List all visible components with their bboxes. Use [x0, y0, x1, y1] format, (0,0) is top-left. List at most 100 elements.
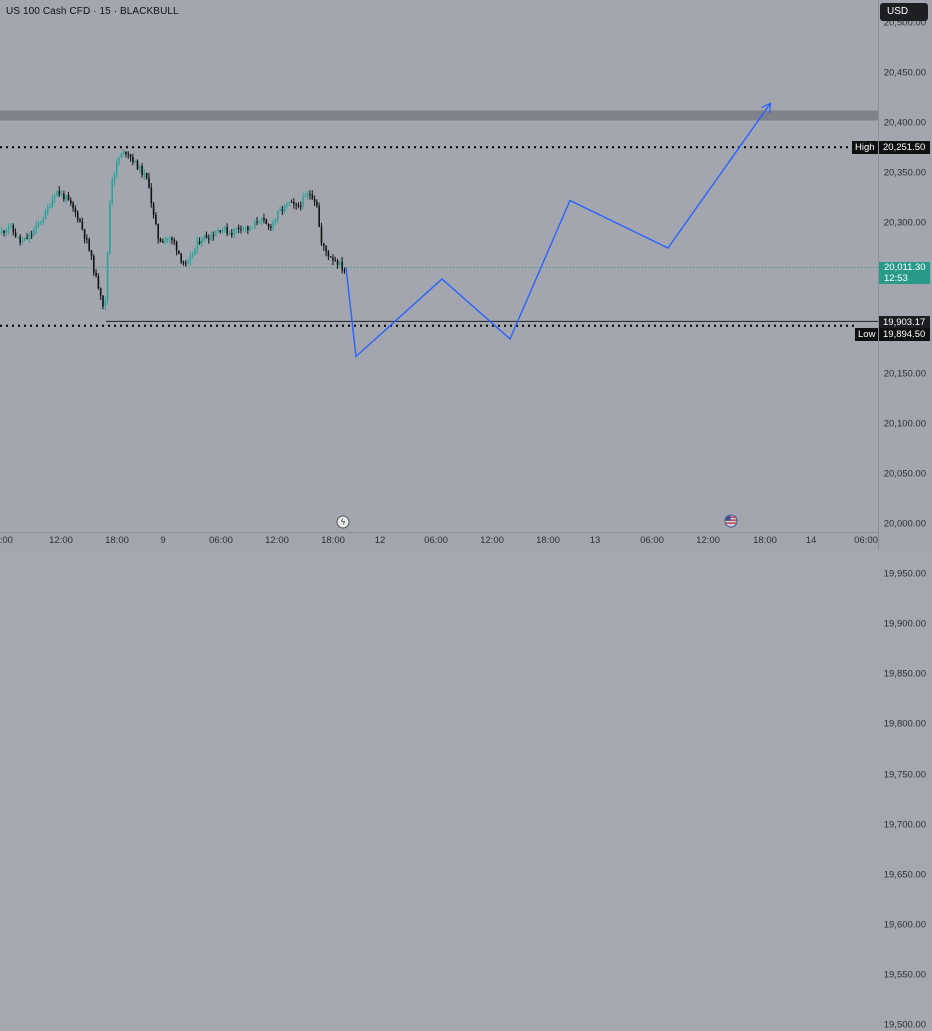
time-axis-label: 12:00 — [265, 535, 289, 546]
time-axis[interactable] — [0, 532, 878, 550]
price-axis-label: 20,100.00 — [883, 418, 926, 430]
candle-body — [42, 218, 44, 222]
candle-body — [208, 238, 210, 240]
candle-body — [47, 207, 49, 211]
candle-body — [159, 239, 162, 242]
candle-body — [224, 227, 226, 230]
candle-body — [3, 231, 5, 233]
candle-body — [212, 235, 215, 237]
us-flag-icon[interactable] — [724, 514, 738, 528]
candle-body — [93, 256, 95, 273]
candle-body — [219, 230, 222, 232]
candle-body — [143, 172, 146, 175]
candle-body — [178, 250, 180, 254]
candle-body — [7, 226, 10, 230]
candle-body — [5, 229, 8, 233]
flash-icon[interactable]: ϟ — [336, 515, 350, 529]
candle-body — [12, 225, 15, 233]
candle-body — [1, 231, 3, 233]
candle-body — [221, 229, 224, 232]
candle-body — [175, 241, 178, 251]
candle-body — [173, 240, 176, 242]
chart-plot[interactable] — [0, 0, 878, 532]
candle-body — [118, 157, 120, 162]
candle-body — [65, 195, 67, 200]
candle-body — [318, 206, 320, 227]
candle-body — [141, 165, 143, 175]
candle-body — [231, 233, 233, 235]
candle-body — [189, 255, 192, 262]
candle-body — [191, 254, 194, 256]
candle-body — [58, 190, 61, 195]
price-axis-label: 19,600.00 — [883, 919, 926, 931]
current-price-tag: 20,011.30 12:53 — [879, 262, 930, 284]
candle-body — [17, 236, 19, 238]
candle-body — [106, 253, 109, 301]
candle-body — [309, 194, 311, 196]
candle-body — [297, 205, 300, 207]
high-label-tag: High — [852, 141, 878, 154]
time-axis-label: 18:00 — [753, 535, 777, 546]
candle-body — [104, 300, 107, 307]
price-axis-label: 19,650.00 — [883, 869, 926, 881]
candle-body — [277, 211, 279, 220]
chart-area[interactable]: US 100 Cash CFD · 15 · BLACKBULL — [0, 0, 878, 532]
time-axis-label: 12:00 — [696, 535, 720, 546]
candle-body — [111, 180, 113, 204]
candle-body — [214, 233, 217, 237]
candle-body — [102, 295, 104, 307]
candle-body — [155, 214, 157, 224]
currency-button[interactable]: USD — [880, 3, 928, 21]
candle-body — [185, 263, 187, 265]
candle-body — [152, 203, 155, 215]
candle-body — [74, 208, 77, 213]
candle-body — [99, 288, 102, 296]
candle-body — [164, 239, 166, 243]
symbol-title: US 100 Cash CFD · 15 · BLACKBULL — [6, 6, 179, 17]
resistance-zone — [0, 110, 878, 121]
candle-body — [283, 204, 286, 211]
candle-body — [244, 226, 247, 228]
candle-body — [127, 153, 130, 155]
candle-body — [332, 257, 334, 261]
candle-body — [286, 202, 288, 205]
candle-body — [256, 221, 258, 223]
candle-body — [37, 222, 40, 225]
time-axis-label: 14 — [805, 535, 817, 546]
candle-body — [134, 160, 136, 163]
candle-body — [95, 272, 97, 276]
candle-body — [40, 221, 42, 223]
time-axis-label: 18:00 — [105, 535, 129, 546]
current-price-value: 20,011.30 — [884, 262, 926, 273]
candle-body — [76, 212, 79, 220]
candle-body — [205, 235, 208, 239]
projection-path — [345, 104, 770, 358]
time-axis-label: 12 — [374, 535, 386, 546]
low-price-tag: 19,894.50 — [879, 328, 930, 341]
candle-body — [132, 157, 134, 163]
candle-body — [28, 234, 31, 239]
candle-body — [24, 237, 26, 241]
candle-body — [148, 177, 150, 188]
candle-body — [171, 238, 173, 241]
candle-body — [26, 237, 28, 239]
candle-body — [139, 165, 141, 170]
price-axis-label: 19,750.00 — [883, 769, 926, 780]
time-axis-label: 6:00 — [0, 535, 13, 546]
price-axis-label: 19,550.00 — [883, 969, 926, 981]
candle-body — [120, 154, 123, 158]
candle-body — [67, 195, 70, 201]
candle-body — [336, 261, 339, 265]
time-axis-label: 12:00 — [480, 535, 504, 546]
time-axis-label: 9 — [160, 535, 166, 546]
candle-body — [281, 209, 284, 211]
candle-body — [272, 221, 274, 228]
candle-body — [35, 224, 38, 230]
time-axis-label: 18:00 — [321, 535, 345, 546]
candle-body — [334, 260, 337, 262]
candle-body — [274, 219, 277, 222]
candle-body — [122, 151, 125, 155]
candle-body — [116, 161, 118, 174]
candle-body — [302, 196, 304, 207]
